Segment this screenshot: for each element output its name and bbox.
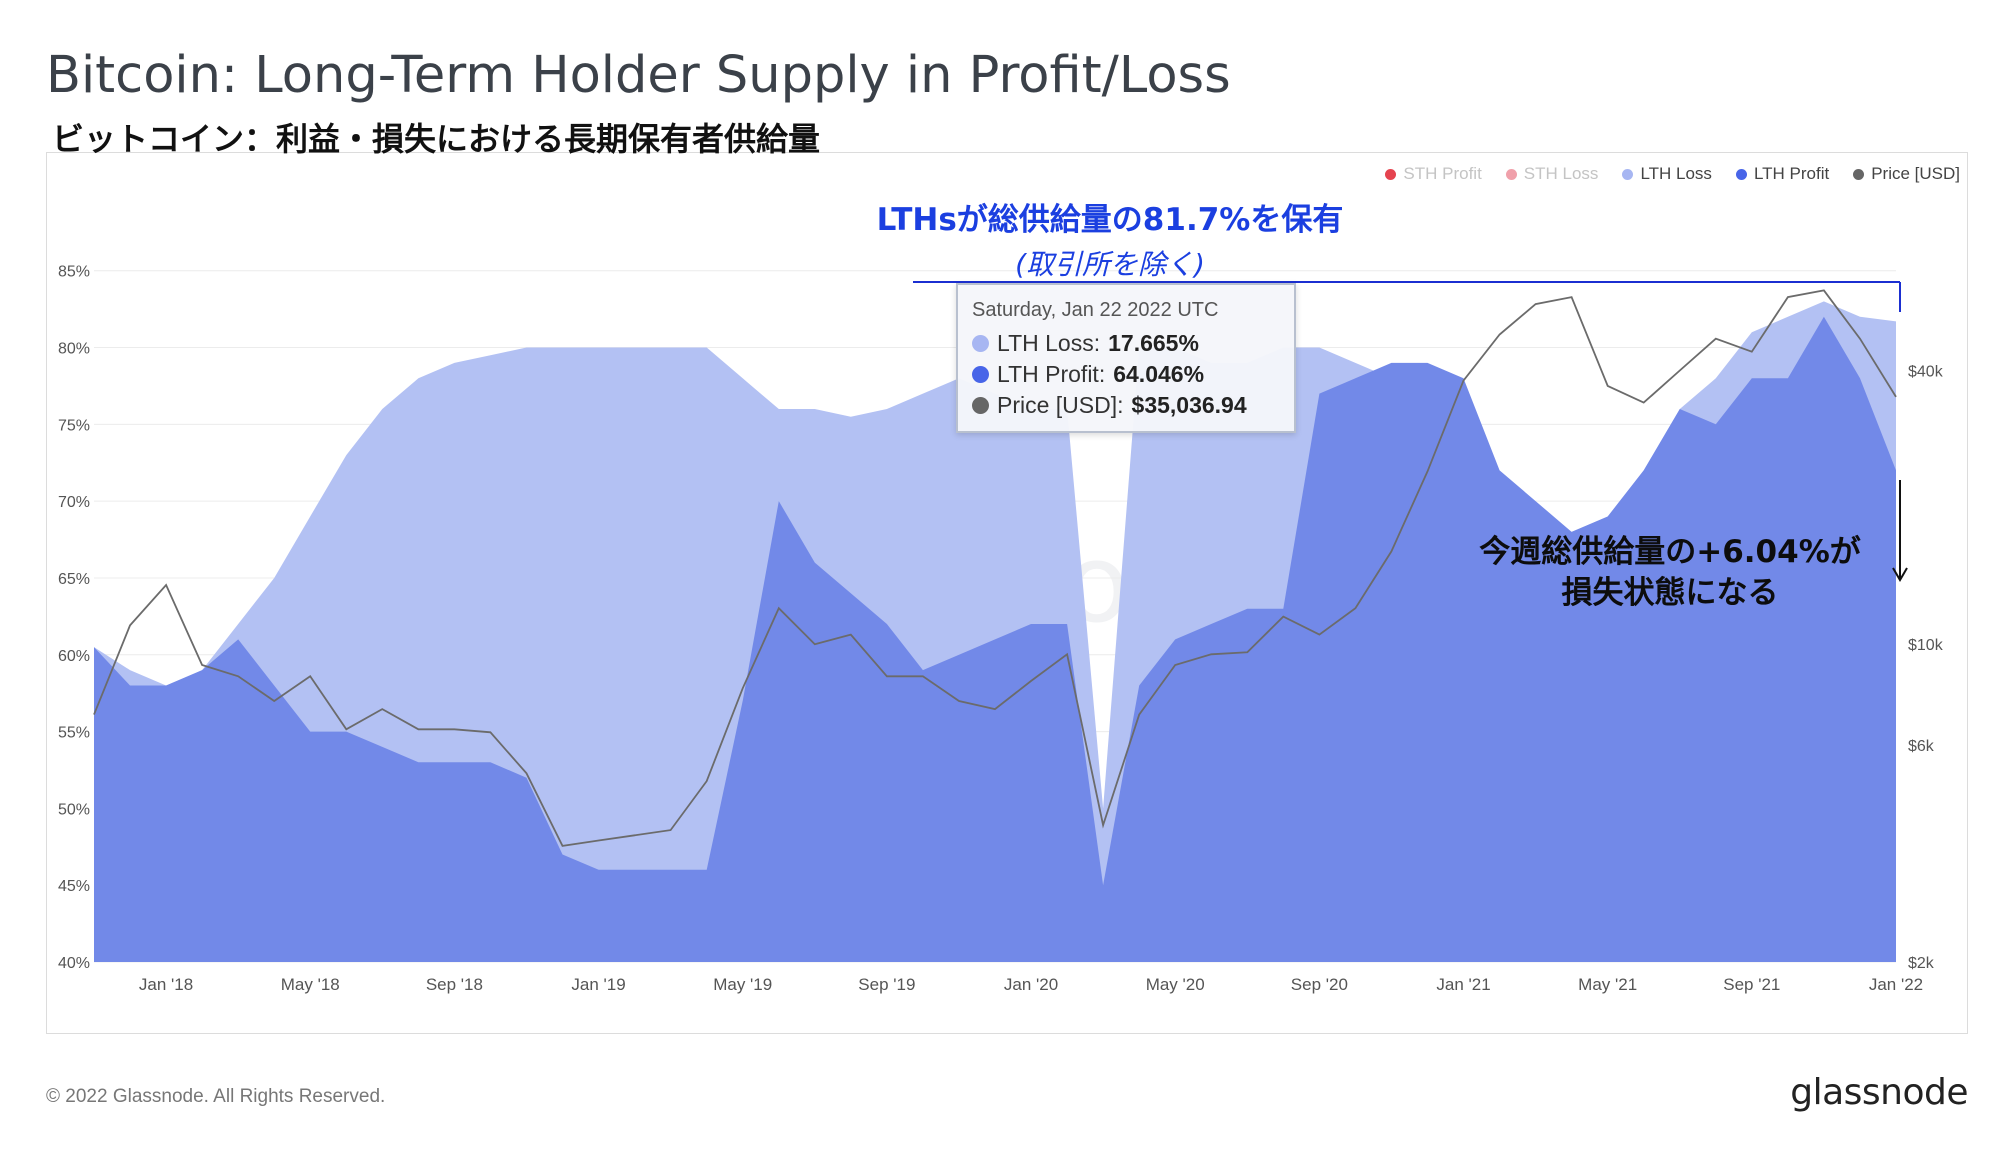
price-tick-label: $2k — [1908, 955, 1935, 972]
price-line — [93, 289, 1897, 847]
y-tick-label: 45% — [58, 878, 90, 895]
x-tick-label: Jan '18 — [139, 975, 193, 994]
y-tick-label: 40% — [58, 955, 90, 972]
legend-item-price-usd[interactable]: Price [USD] — [1853, 164, 1960, 184]
legend-dot — [1853, 168, 1865, 180]
x-tick-label: Jan '21 — [1436, 975, 1490, 994]
annotation-right: 今週総供給量の+6.04%が 損失状態になる — [1440, 532, 1900, 614]
legend-item-lth-loss[interactable]: LTH Loss — [1622, 164, 1712, 184]
tooltip-date: Saturday, Jan 22 2022 UTC — [972, 299, 1219, 321]
tooltip: Saturday, Jan 22 2022 UTC LTH Loss: 17.6… — [956, 283, 1296, 433]
annotation-right-line2: 損失状態になる — [1561, 575, 1779, 611]
price-tick-label: $10k — [1908, 637, 1944, 654]
x-tick-label: May '20 — [1146, 975, 1205, 994]
legend-dot — [1385, 168, 1397, 180]
legend-label: LTH Loss — [1640, 164, 1712, 183]
legend-dot — [1622, 168, 1634, 180]
tooltip-row-lth-loss: LTH Loss: 17.665% — [972, 330, 1294, 357]
loss-arrow-head — [1892, 567, 1908, 582]
legend-dot — [1735, 168, 1747, 180]
y-tick-label: 55% — [58, 725, 90, 742]
annotation-lines — [913, 281, 1908, 582]
chart-title: Bitcoin: Long-Term Holder Supply in Prof… — [46, 46, 1231, 105]
y-tick-label: 85% — [58, 264, 90, 281]
tooltip-value: 64.046% — [1113, 361, 1205, 387]
x-tick-label: Sep '19 — [858, 975, 915, 994]
areas — [94, 301, 1896, 962]
tooltip-dot-price — [972, 397, 989, 414]
tooltip-row-lth-profit: LTH Profit: 64.046% — [972, 361, 1294, 388]
tooltip-label: LTH Profit: — [997, 361, 1106, 387]
copyright-footer: © 2022 Glassnode. All Rights Reserved. — [46, 1086, 386, 1107]
y-tick-label: 60% — [58, 648, 90, 665]
y-tick-label: 70% — [58, 494, 90, 511]
area-lth-profit — [94, 316, 1896, 962]
tooltip-label: LTH Loss: — [997, 330, 1101, 356]
tooltip-dot-lth-profit — [972, 366, 989, 383]
y-tick-label: 75% — [58, 417, 90, 434]
annotation-top-line2: (取引所を除く) — [1015, 248, 1205, 281]
legend-label: STH Loss — [1523, 164, 1599, 183]
price-tick-label: $6k — [1908, 738, 1935, 755]
chart-subtitle: ビットコイン：利益・損失における長期保有者供給量 — [52, 120, 821, 158]
x-tick-label: May '19 — [713, 975, 772, 994]
tooltip-value: $35,036.94 — [1131, 392, 1247, 418]
legend: STH Profit STH Loss LTH Loss LTH Profit Pric… — [1385, 164, 1960, 184]
tooltip-dot-lth-loss — [972, 335, 989, 352]
glassnode-logo[interactable]: glassnode — [1790, 1072, 1968, 1113]
tooltip-row-price: Price [USD]: $35,036.94 — [972, 392, 1294, 419]
x-tick-label: Jan '19 — [571, 975, 625, 994]
legend-label: LTH Profit — [1753, 164, 1830, 183]
x-tick-label: Jan '22 — [1869, 975, 1923, 994]
legend-item-sth-profit[interactable]: STH Profit — [1385, 164, 1482, 184]
x-tick-label: Sep '21 — [1723, 975, 1780, 994]
price-line-group — [93, 289, 1897, 847]
y-tick-label: 65% — [58, 571, 90, 588]
x-tick-label: May '21 — [1578, 975, 1637, 994]
x-tick-label: Sep '18 — [426, 975, 483, 994]
x-tick-label: Jan '20 — [1004, 975, 1058, 994]
annotation-right-line1: 今週総供給量の+6.04%が — [1479, 534, 1861, 570]
price-tick-label: $40k — [1908, 363, 1944, 380]
tooltip-label: Price [USD]: — [997, 392, 1124, 418]
x-tick-label: Sep '20 — [1291, 975, 1348, 994]
legend-dot — [1505, 168, 1517, 180]
annotation-top: LTHsが総供給量の81.7%を保有 (取引所を除く) — [850, 194, 1370, 283]
legend-item-sth-loss[interactable]: STH Loss — [1505, 164, 1599, 184]
x-tick-label: May '18 — [281, 975, 340, 994]
y-tick-label: 80% — [58, 341, 90, 358]
y-tick-label: 50% — [58, 801, 90, 818]
axes: 40% 45% 50% 55% 60% 65% 70% 75% 80% 85% $2k $6k $10k… — [58, 264, 1944, 994]
tooltip-value: 17.665% — [1108, 330, 1199, 356]
legend-label: Price [USD] — [1871, 164, 1960, 183]
legend-label: STH Profit — [1403, 164, 1482, 183]
annotation-top-line1: LTHsが総供給量の81.7%を保有 — [876, 202, 1344, 238]
legend-item-lth-profit[interactable]: LTH Profit — [1735, 164, 1830, 184]
